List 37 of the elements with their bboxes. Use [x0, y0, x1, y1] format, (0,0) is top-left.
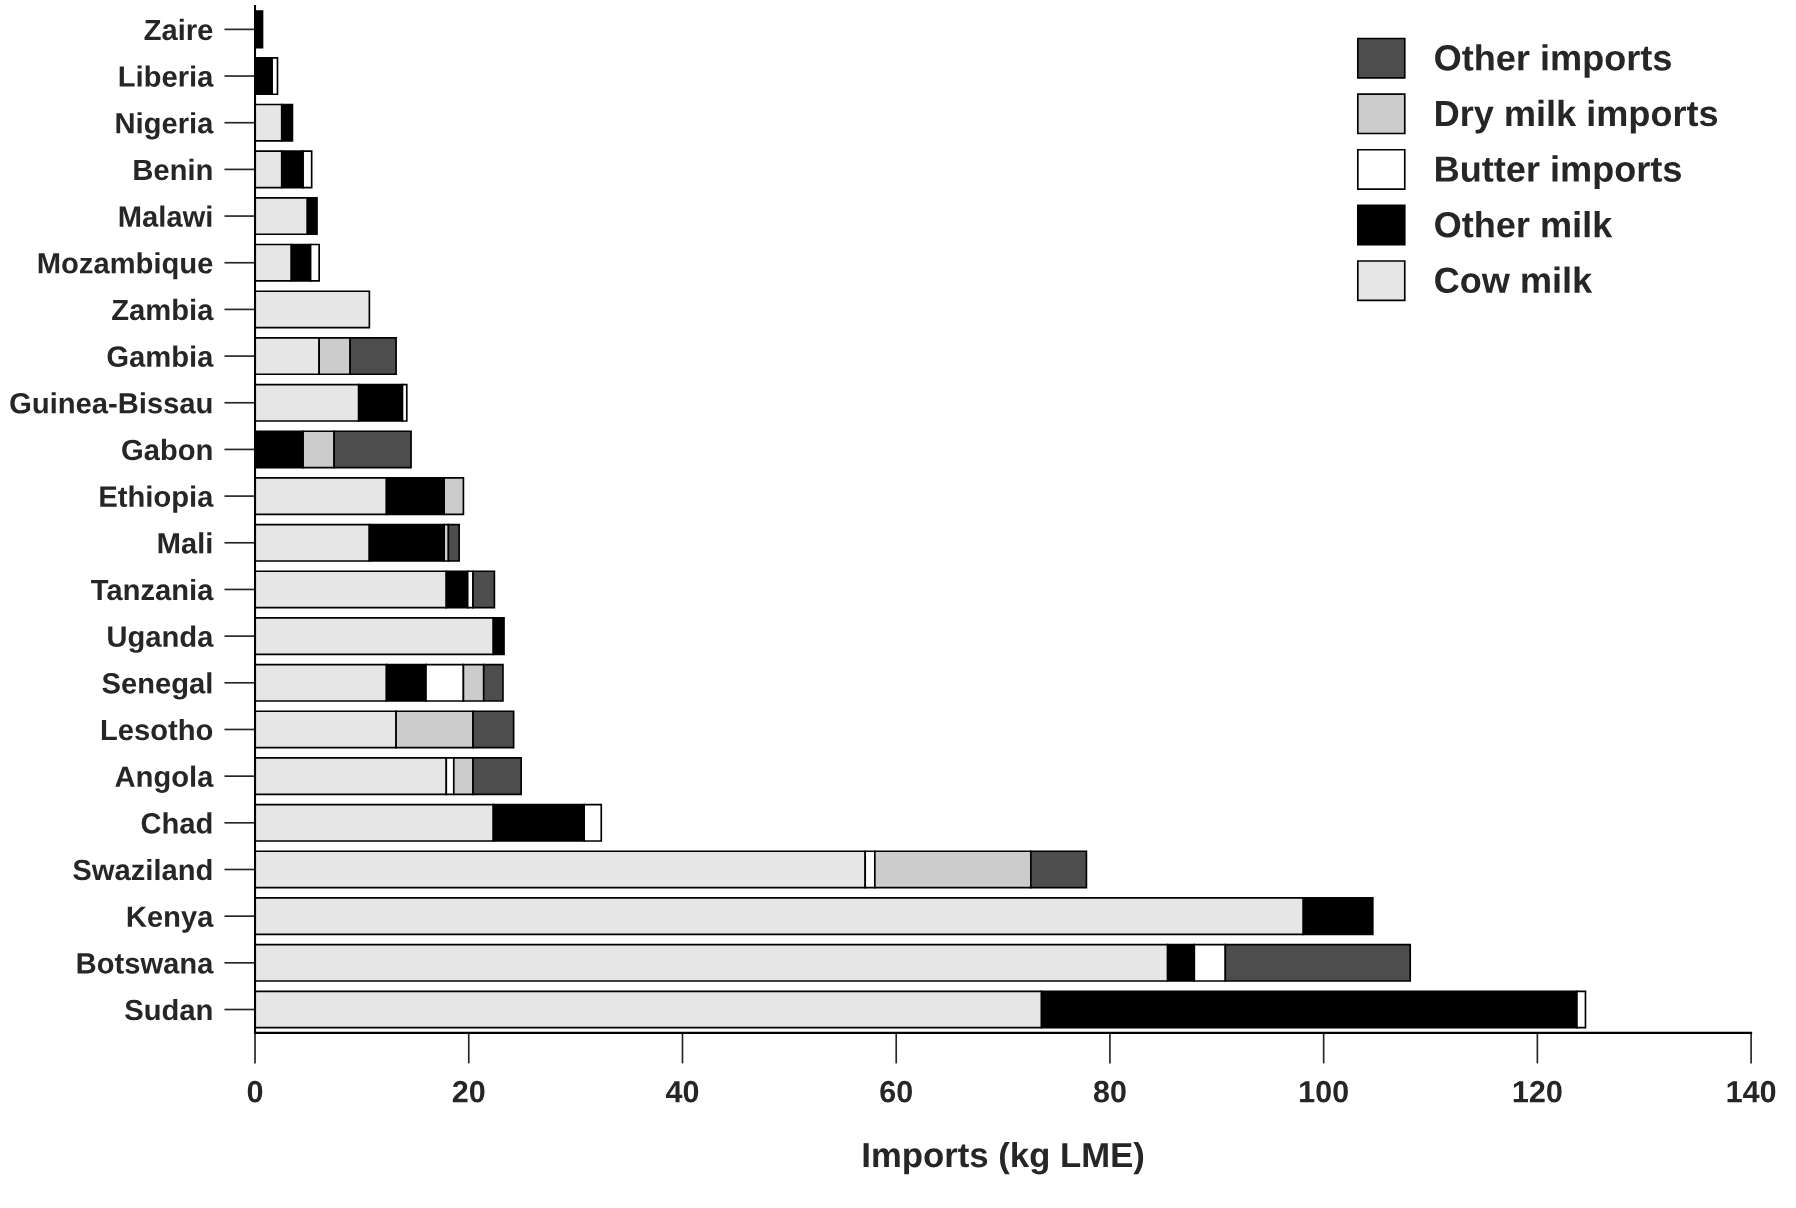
- legend-label: Other milk: [1435, 210, 1613, 238]
- x-tick-label: 20: [452, 1080, 485, 1103]
- y-tick-label: Botswana: [77, 953, 214, 974]
- y-tick-label: Ethiopia: [100, 485, 214, 513]
- bar: [447, 523, 460, 562]
- legend-label: Other imports: [1435, 44, 1671, 78]
- y-tick-label: Sudan: [125, 998, 212, 1021]
- legend-label: Cow milk: [1435, 266, 1593, 294]
- x-tick-label: 140: [1727, 1080, 1776, 1103]
- y-tick-label: Angola: [115, 765, 214, 793]
- y-tick-label: Zambia: [112, 298, 214, 321]
- y-tick-label: Lesotho: [101, 718, 213, 741]
- y-tick-label: Malawi: [119, 205, 212, 227]
- y-tick-label: Guinea-Bissau: [10, 392, 212, 414]
- y-tick-label: Chad: [141, 812, 212, 834]
- y-tick-label: Swaziland: [73, 858, 212, 881]
- y-tick-label: Uganda: [108, 625, 214, 653]
- y-tick-label: Gambia: [107, 345, 214, 367]
- y-tick-label: Tanzania: [91, 578, 214, 601]
- y-tick-label: Liberia: [119, 65, 214, 87]
- legend-label: Butter imports: [1436, 155, 1681, 190]
- y-tick-label: Nigeria: [116, 112, 214, 140]
- x-tick-label: 120: [1513, 1080, 1562, 1103]
- x-axis-title: Imports (kg LME): [863, 1141, 1144, 1175]
- x-tick-label: 100: [1300, 1080, 1348, 1103]
- x-tick-label: 0: [247, 1080, 263, 1103]
- y-tick-label: Gabon: [122, 438, 212, 461]
- y-tick-label: Benin: [134, 158, 212, 181]
- x-tick-label: 60: [880, 1080, 912, 1103]
- x-tick-label: 40: [665, 1080, 699, 1103]
- y-tick-label: Mozambique: [38, 252, 213, 280]
- x-tick-label: 80: [1093, 1080, 1126, 1103]
- y-tick-label: Mali: [158, 532, 212, 554]
- y-tick-label: Zaire: [144, 18, 213, 41]
- legend-label: Dry milk imports: [1436, 99, 1718, 134]
- y-tick-label: Kenya: [127, 906, 214, 933]
- y-tick-label: Senegal: [102, 672, 212, 700]
